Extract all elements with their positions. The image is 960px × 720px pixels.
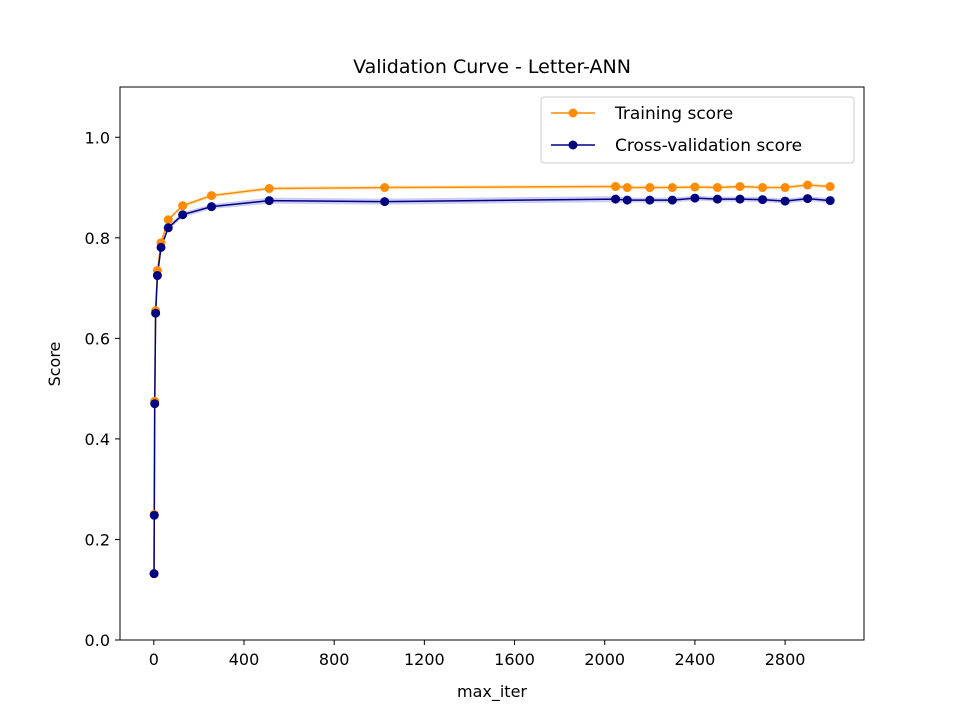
y-axis-ticks: 0.0 0.2 0.4 0.6 0.8 1.0 [85, 128, 120, 650]
series-lines [153, 184, 831, 574]
x-tick-label: 0 [149, 650, 159, 669]
y-tick-label: 1.0 [85, 128, 110, 147]
legend-label-cross-validation: Cross-validation score [615, 136, 802, 156]
point-training [178, 201, 188, 211]
point-cross-validation [667, 195, 677, 205]
legend: Training score Cross-validation score [540, 96, 855, 164]
point-training [690, 182, 700, 192]
point-training [780, 183, 790, 193]
point-training [163, 215, 173, 225]
point-training [207, 191, 217, 201]
legend-box [540, 96, 855, 164]
y-tick-label: 0.6 [85, 329, 110, 348]
x-axis-title: max_iter [457, 682, 527, 702]
point-cross-validation [645, 195, 655, 205]
x-axis-ticks: 0 400 800 1200 1600 2000 2400 2800 [149, 640, 806, 669]
point-cross-validation [178, 210, 188, 220]
x-tick-label: 2000 [584, 650, 625, 669]
point-training [758, 183, 768, 193]
series-points [149, 180, 835, 579]
point-cross-validation [758, 195, 768, 205]
point-cross-validation [207, 202, 217, 212]
x-tick-label: 2400 [675, 650, 716, 669]
point-training [825, 182, 835, 192]
line-cross-validation [153, 197, 831, 574]
y-tick-label: 0.2 [85, 530, 110, 549]
legend-marker-training [568, 108, 578, 118]
point-cross-validation [380, 197, 390, 207]
point-cross-validation [149, 569, 159, 579]
point-cross-validation [149, 510, 159, 520]
point-training [645, 183, 655, 193]
y-tick-label: 0.0 [85, 631, 110, 650]
point-cross-validation [735, 194, 745, 204]
point-cross-validation [163, 223, 173, 233]
point-cross-validation [825, 196, 835, 206]
legend-marker-cross-validation [568, 140, 578, 150]
point-cross-validation [152, 271, 162, 281]
chart-title: Validation Curve - Letter-ANN [353, 56, 631, 78]
y-axis-title: Score [45, 342, 64, 387]
x-tick-label: 1600 [494, 650, 535, 669]
x-tick-label: 800 [319, 650, 350, 669]
point-cross-validation [150, 399, 160, 409]
y-tick-label: 0.8 [85, 229, 110, 248]
x-tick-label: 400 [229, 650, 260, 669]
x-tick-label: 1200 [404, 650, 445, 669]
y-tick-label: 0.4 [85, 430, 110, 449]
point-training [667, 183, 677, 193]
point-cross-validation [690, 193, 700, 203]
point-training [803, 180, 813, 190]
point-training [611, 182, 621, 192]
point-training [712, 183, 722, 193]
point-training [264, 184, 274, 194]
point-cross-validation [712, 194, 722, 204]
point-cross-validation [151, 308, 161, 318]
legend-label-training: Training score [614, 104, 733, 124]
point-training [622, 183, 632, 193]
point-training [380, 183, 390, 193]
point-cross-validation [611, 194, 621, 204]
point-cross-validation [156, 242, 166, 252]
point-cross-validation [780, 196, 790, 206]
point-cross-validation [622, 195, 632, 205]
point-training [735, 182, 745, 192]
point-cross-validation [264, 196, 274, 206]
x-tick-label: 2800 [765, 650, 806, 669]
point-cross-validation [803, 194, 813, 204]
plot-frame [119, 86, 865, 641]
